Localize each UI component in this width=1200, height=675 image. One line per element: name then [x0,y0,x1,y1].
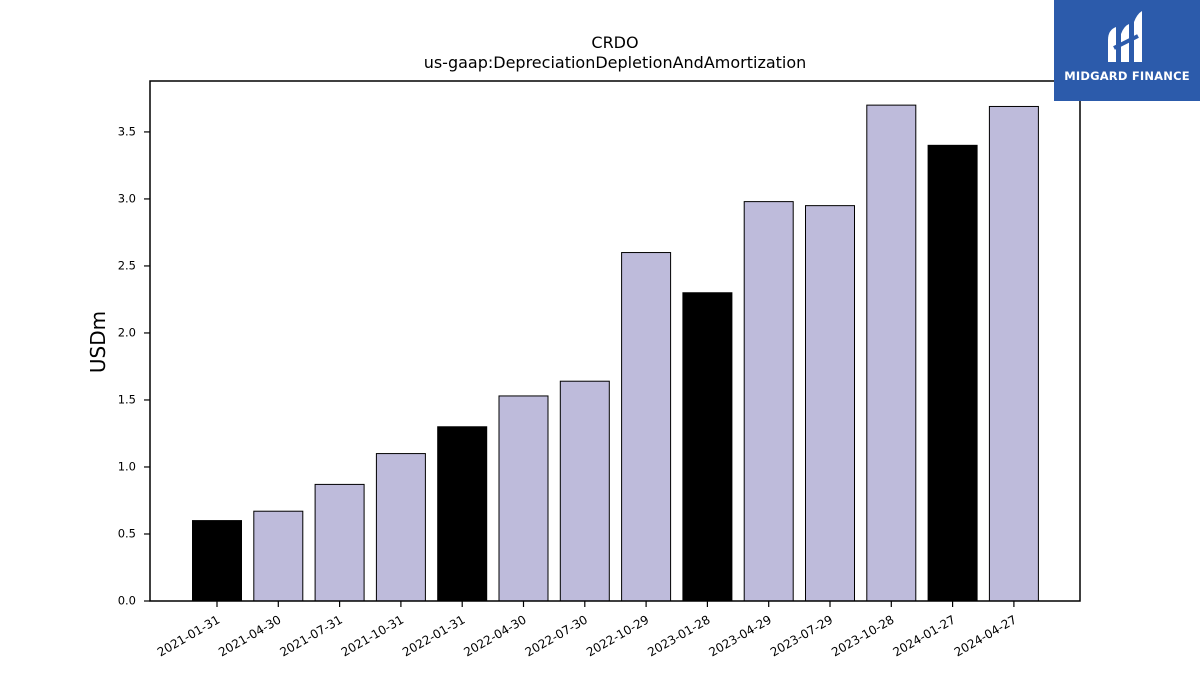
x-ticks-group: 2021-01-312021-04-302021-07-312021-10-31… [155,601,1019,660]
x-tick-label: 2023-10-28 [829,613,896,660]
y-tick-label: 0.0 [118,594,136,608]
y-tick-label: 2.0 [118,325,136,339]
bar-2022-04-30 [498,395,549,602]
bar-2023-07-29 [805,205,855,602]
x-tick-label: 2023-04-29 [707,613,774,660]
x-tick-label: 2022-01-31 [400,613,467,660]
chart-title: CRDO [591,33,638,52]
x-tick-label: 2021-10-31 [339,613,406,660]
y-axis-label: USDm [86,311,110,373]
y-tick-label: 3.0 [118,191,136,205]
x-tick-label: 2022-04-30 [461,613,528,660]
y-tick-label: 2.5 [118,258,136,272]
bar-2023-04-29 [743,201,794,602]
x-tick-label: 2022-07-30 [523,613,590,660]
plot-frame [149,80,1081,602]
y-tick-label: 1.0 [118,459,136,473]
bar-2022-07-30 [559,380,610,602]
midgard-logo-icon [1108,11,1142,62]
bar-2023-01-28 [682,292,733,602]
y-tick-label: 0.5 [118,526,136,540]
chart-subtitle: us-gaap:DepreciationDepletionAndAmortiza… [424,53,807,72]
brand-logo: MIDGARD FINANCE [1054,0,1200,101]
x-tick-label: 2021-07-31 [277,613,344,660]
y-tick-label: 3.5 [118,124,136,138]
x-tick-label: 2024-01-27 [890,613,957,660]
bar-2024-04-27 [988,105,1039,602]
y-tick-label: 1.5 [118,392,136,406]
bar-2021-07-31 [314,483,365,602]
bar-2023-10-28 [866,104,917,602]
x-tick-label: 2021-01-31 [155,613,222,660]
bar-2021-01-31 [192,520,242,602]
y-ticks-group: 0.0 0.5 1.0 1.5 2.0 2.5 3.0 3.5 [118,124,150,608]
x-tick-label: 2024-04-27 [952,613,1019,660]
bar-2021-10-31 [375,453,426,602]
bar-2022-01-31 [437,426,488,602]
bars-group [192,104,1039,602]
x-tick-label: 2023-07-29 [768,613,835,660]
bar-2021-04-30 [253,510,304,602]
brand-name: MIDGARD FINANCE [1064,69,1190,83]
bar-2022-10-29 [621,252,672,602]
x-tick-label: 2022-10-29 [584,613,651,660]
x-tick-label: 2023-01-28 [645,613,712,660]
x-tick-label: 2021-04-30 [216,613,283,660]
bar-2024-01-27 [927,144,978,602]
